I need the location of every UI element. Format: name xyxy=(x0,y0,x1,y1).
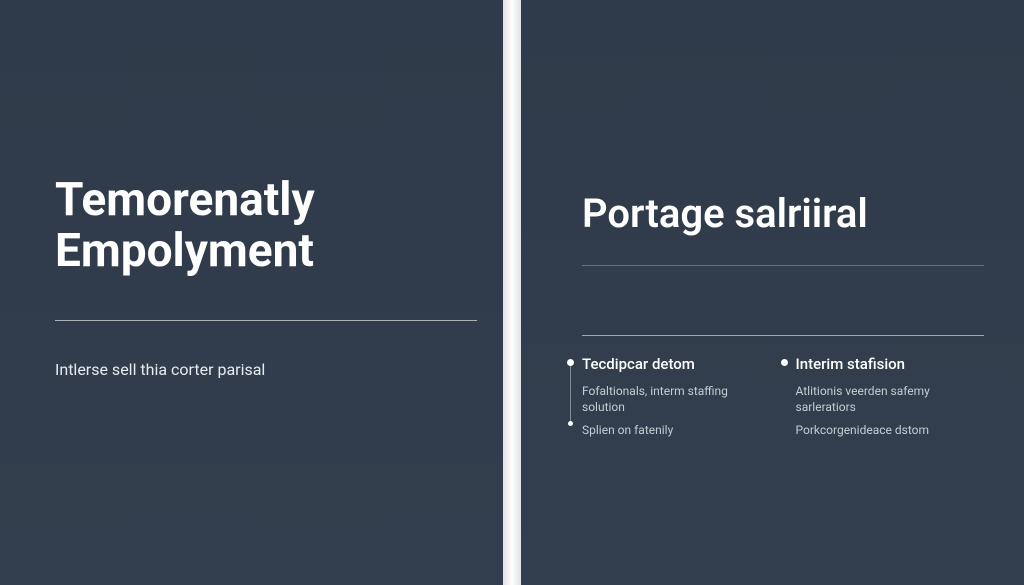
left-title-line2: Empolyment xyxy=(55,226,482,277)
column-header: Interim stafision xyxy=(796,355,985,373)
column-right: Interim stafision Atlitionis veerden saf… xyxy=(796,355,985,446)
right-title: Portage salriiral xyxy=(582,190,984,237)
right-panel: Portage salriiral Tecdipcar detom Fofalt… xyxy=(512,0,1024,585)
center-divider xyxy=(503,0,521,585)
bullet-icon xyxy=(781,359,788,366)
left-panel: Temorenatly Empolyment Intlerse sell thi… xyxy=(0,0,512,585)
bullet-icon xyxy=(567,359,574,366)
column-item: Splien on fatenily xyxy=(582,422,771,438)
left-title: Temorenatly Empolyment xyxy=(55,175,482,276)
column-left: Tecdipcar detom Fofaltionals, interm sta… xyxy=(582,355,771,446)
column-header: Tecdipcar detom xyxy=(582,355,771,373)
right-horizontal-rule xyxy=(582,335,984,336)
right-title-underline xyxy=(582,265,984,266)
column-item: Atlitionis veerden safemy sarleratiors xyxy=(796,383,985,415)
bullet-line xyxy=(570,366,571,421)
left-horizontal-rule xyxy=(55,320,477,321)
column-item: Porkcorgenideace dstom xyxy=(796,422,985,438)
bullet-icon xyxy=(568,421,573,426)
left-title-line1: Temorenatly xyxy=(55,175,482,226)
right-columns: Tecdipcar detom Fofaltionals, interm sta… xyxy=(582,355,984,446)
column-item: Fofaltionals, interm staffing solution xyxy=(582,383,771,415)
left-subtitle: Intlerse sell thia corter parisal xyxy=(55,360,265,379)
